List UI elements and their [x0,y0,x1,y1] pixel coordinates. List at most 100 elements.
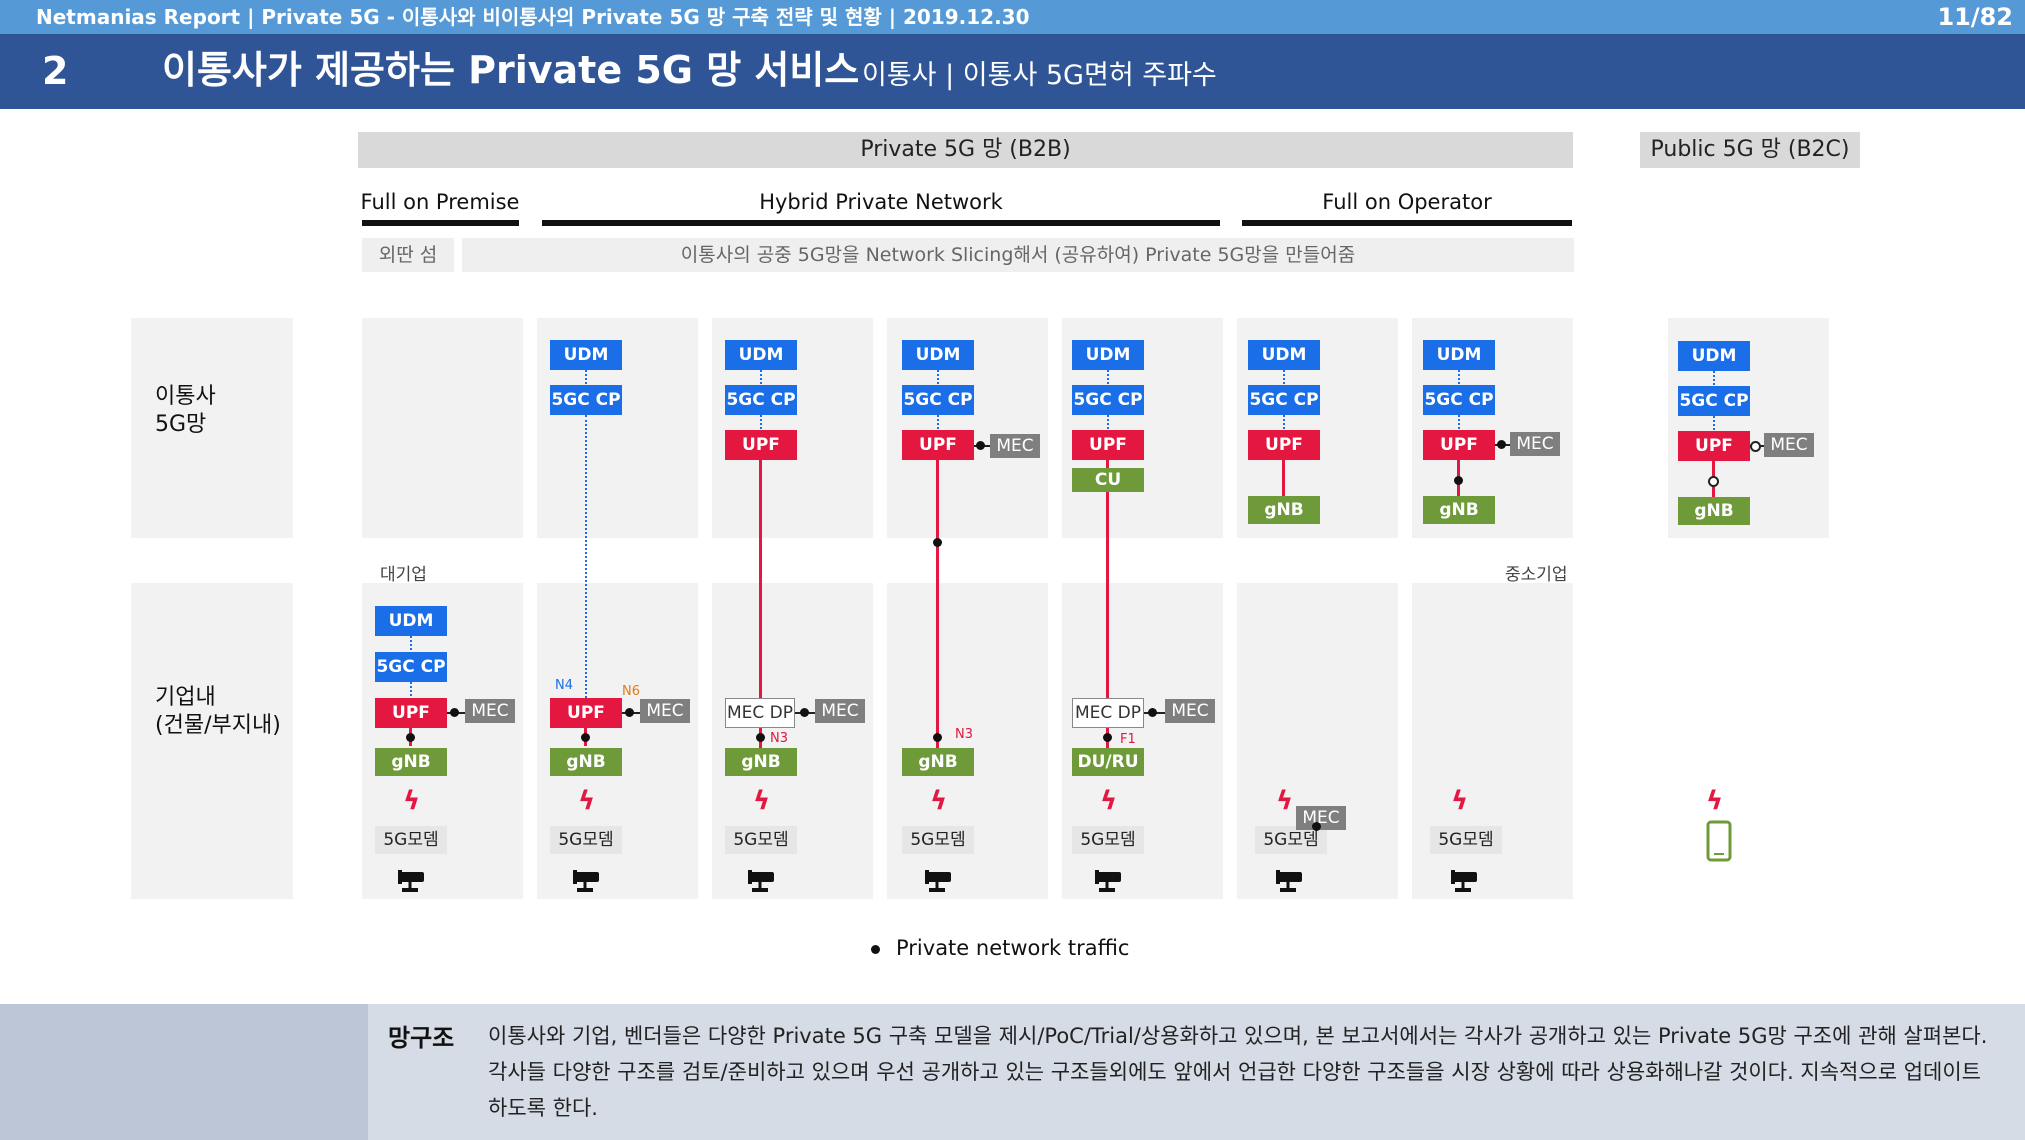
control-link [1107,415,1109,429]
footer-label: 망구조 [388,1024,455,1052]
row-label-enterprise-line1: 기업내 [155,685,216,710]
report-header-bar: Netmanias Report | Private 5G - 이통사와 비이통… [0,0,2025,34]
mec-dp-node: MEC DP [1072,698,1144,728]
mec-node: MEC [1764,433,1814,457]
upf-node: UPF [550,698,622,728]
traffic-dot [933,538,942,547]
gnb-node: gNB [550,748,622,776]
n4-control-link [585,415,587,698]
n4-label: N4 [555,678,573,693]
control-link [937,370,939,384]
camera-icon [1276,870,1302,892]
camera-icon [748,870,774,892]
cp-node: 5GC CP [375,652,447,682]
mec-node: MEC [1296,806,1346,830]
traffic-dot [1312,822,1321,831]
page-number: 11/82 [1937,3,2013,31]
user-plane-link [1282,460,1285,496]
udm-node: UDM [725,340,797,370]
udm-node: UDM [375,606,447,636]
row-label-operator-line1: 이통사 [155,384,216,409]
legend-dot [871,945,880,954]
control-link [1713,371,1715,385]
modem-node: 5G모뎀 [1072,826,1144,854]
control-link [410,682,412,696]
gnb-node: gNB [1678,497,1750,525]
size-label-large: 대기업 [380,565,427,585]
gnb-node: gNB [375,748,447,776]
udm-node: UDM [550,340,622,370]
traffic-dot [625,708,634,717]
udm-node: UDM [1072,340,1144,370]
camera-icon [398,870,424,892]
mec-node: MEC [815,699,865,723]
traffic-dot [450,708,459,717]
cp-node: 5GC CP [902,385,974,415]
traffic-dot [933,733,942,742]
f1-label: F1 [1120,732,1136,747]
section-number: 2 [42,49,69,93]
modem-node: 5G모뎀 [550,826,622,854]
open-dot [1708,476,1719,487]
cp-node: 5GC CP [1248,385,1320,415]
upf-node: UPF [375,698,447,728]
upf-node: UPF [902,430,974,460]
note-island: 외딴 섬 [362,238,454,272]
row-label-enterprise-line2: (건물/부지내) [155,713,281,738]
user-plane-link [936,460,939,748]
row-label-operator: 이통사 5G망 [131,318,293,538]
size-label-small: 중소기업 [1505,565,1568,585]
control-link [585,370,587,384]
traffic-dot [800,708,809,717]
mec-node: MEC [990,434,1040,458]
traffic-dot [976,441,985,450]
note-slicing: 이통사의 공중 5G망을 Network Slicing해서 (공유하여) Pr… [462,238,1574,272]
footer-panel: 망구조 이통사와 기업, 벤더들은 다양한 Private 5G 구축 모델을 … [0,1004,2025,1140]
radio-link-icon: ϟ [578,786,596,816]
cp-node: 5GC CP [1072,385,1144,415]
category-full-operator: Full on Operator [1322,190,1492,214]
underline-full-premise [362,220,519,226]
gnb-node: gNB [1423,496,1495,524]
control-link [1458,370,1460,384]
upf-node: UPF [1248,430,1320,460]
radio-link-icon: ϟ [1451,786,1469,816]
modem-node: 5G모뎀 [725,826,797,854]
control-link [937,415,939,429]
radio-link-icon: ϟ [753,786,771,816]
n6-label: N6 [622,684,640,699]
upf-node: UPF [1072,430,1144,460]
open-dot [1750,441,1761,452]
control-link [1458,415,1460,429]
footer-left-band [0,1004,368,1140]
underline-full-operator [1242,220,1572,226]
mec-node: MEC [1510,432,1560,456]
upf-node: UPF [1678,431,1750,461]
legend-label: Private network traffic [896,936,1130,960]
camera-icon [573,870,599,892]
category-full-premise: Full on Premise [360,190,520,214]
traffic-dot [1103,733,1112,742]
radio-link-icon: ϟ [1706,786,1724,816]
mec-dp-node: MEC DP [725,698,795,728]
gnb-node: gNB [902,748,974,776]
page-subtitle: 이통사 | 이통사 5G면허 주파수 [862,60,1217,91]
private-5g-header: Private 5G 망 (B2B) [358,132,1573,168]
camera-icon [1095,870,1121,892]
control-link [760,415,762,429]
traffic-dot [1148,708,1157,717]
control-link [1283,415,1285,429]
udm-node: UDM [1248,340,1320,370]
category-hybrid: Hybrid Private Network [759,190,1003,214]
traffic-dot [406,733,415,742]
udm-node: UDM [902,340,974,370]
report-title: Netmanias Report | Private 5G - 이통사와 비이통… [36,5,1030,29]
upf-node: UPF [725,430,797,460]
modem-node: 5G모뎀 [1255,826,1327,854]
mec-node: MEC [465,699,515,723]
radio-link-icon: ϟ [930,786,948,816]
control-link [1107,370,1109,384]
camera-icon [925,870,951,892]
gnb-node: gNB [725,748,797,776]
cp-node: 5GC CP [725,385,797,415]
